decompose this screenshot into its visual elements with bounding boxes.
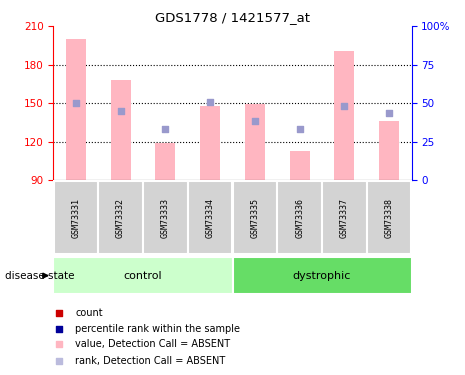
Point xyxy=(206,99,214,105)
Text: GDS1778 / 1421577_at: GDS1778 / 1421577_at xyxy=(155,11,310,24)
Text: GSM73337: GSM73337 xyxy=(340,198,349,237)
Text: disease state: disease state xyxy=(5,271,74,280)
Point xyxy=(55,358,62,364)
Text: GSM73332: GSM73332 xyxy=(116,198,125,237)
Bar xyxy=(66,39,86,180)
Point xyxy=(55,341,62,347)
Bar xyxy=(111,80,131,180)
Point xyxy=(55,310,62,316)
Text: rank, Detection Call = ABSENT: rank, Detection Call = ABSENT xyxy=(75,356,226,366)
Point xyxy=(385,110,393,116)
Point xyxy=(341,103,348,109)
FancyBboxPatch shape xyxy=(367,181,412,254)
Text: percentile rank within the sample: percentile rank within the sample xyxy=(75,324,240,333)
FancyBboxPatch shape xyxy=(188,181,232,254)
Bar xyxy=(200,106,220,180)
Point xyxy=(117,108,124,114)
Point xyxy=(296,126,303,132)
Text: GSM73335: GSM73335 xyxy=(250,198,259,237)
Text: dystrophic: dystrophic xyxy=(293,271,351,280)
Point xyxy=(55,326,62,332)
Bar xyxy=(379,121,399,180)
Bar xyxy=(334,51,354,180)
FancyBboxPatch shape xyxy=(53,181,98,254)
Text: GSM73333: GSM73333 xyxy=(161,198,170,237)
Text: control: control xyxy=(124,271,162,280)
FancyBboxPatch shape xyxy=(278,181,322,254)
Bar xyxy=(290,150,310,180)
FancyBboxPatch shape xyxy=(53,257,232,294)
FancyBboxPatch shape xyxy=(232,181,277,254)
Text: value, Detection Call = ABSENT: value, Detection Call = ABSENT xyxy=(75,339,230,349)
FancyBboxPatch shape xyxy=(143,181,187,254)
FancyBboxPatch shape xyxy=(99,181,143,254)
Point xyxy=(72,100,80,106)
Text: GSM73334: GSM73334 xyxy=(206,198,215,237)
Text: GSM73338: GSM73338 xyxy=(385,198,394,237)
Point xyxy=(162,126,169,132)
FancyBboxPatch shape xyxy=(232,257,412,294)
Text: GSM73331: GSM73331 xyxy=(71,198,80,237)
Bar xyxy=(245,104,265,180)
Text: count: count xyxy=(75,308,103,318)
Point xyxy=(251,118,259,124)
FancyBboxPatch shape xyxy=(322,181,366,254)
Text: GSM73336: GSM73336 xyxy=(295,198,304,237)
Bar xyxy=(155,143,175,180)
